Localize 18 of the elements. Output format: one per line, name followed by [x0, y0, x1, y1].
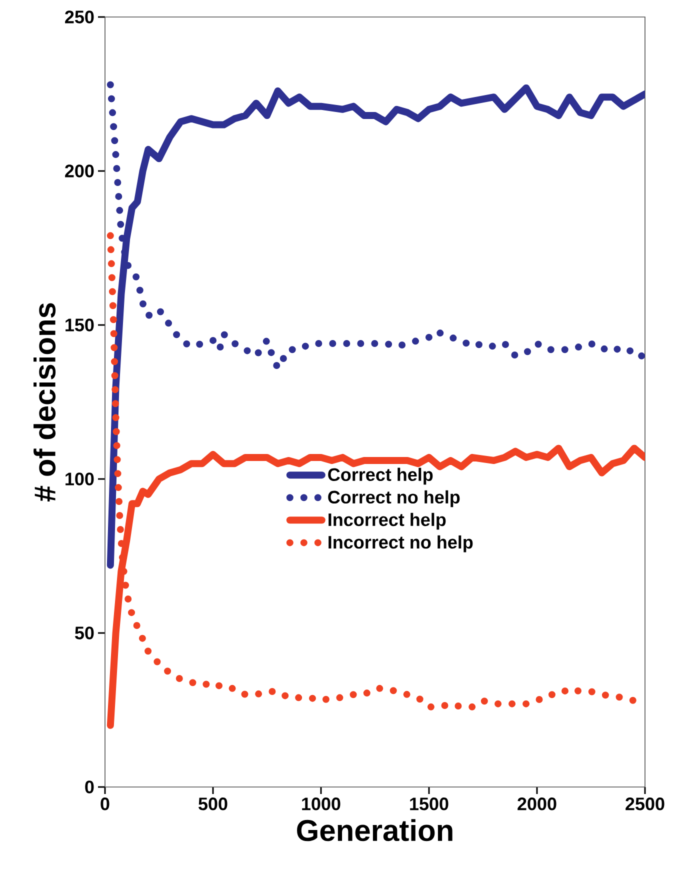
- legend-label: Correct no help: [328, 490, 460, 508]
- x-tick-label: 2500: [626, 798, 664, 810]
- x-tick-label: 1000: [302, 798, 340, 810]
- y-tick-label: 50: [74, 626, 94, 640]
- y-tick-label: 250: [65, 10, 94, 24]
- y-tick-label: 0: [85, 780, 94, 794]
- legend-label: Correct help: [328, 468, 433, 485]
- x-tick-label: 0: [100, 798, 110, 810]
- x-tick-label: 2000: [518, 798, 556, 810]
- y-tick-label: 200: [65, 164, 94, 178]
- x-tick-label: 1500: [410, 798, 448, 810]
- y-tick-label: 150: [66, 318, 94, 332]
- x-tick-label: 500: [198, 798, 228, 810]
- legend-label: Incorrect help: [328, 512, 446, 530]
- x-axis-title: Generation: [297, 819, 452, 842]
- legend-label: Incorrect no help: [328, 535, 473, 552]
- y-axis-title: # of decisions: [34, 303, 56, 502]
- y-tick-label: 100: [66, 472, 94, 486]
